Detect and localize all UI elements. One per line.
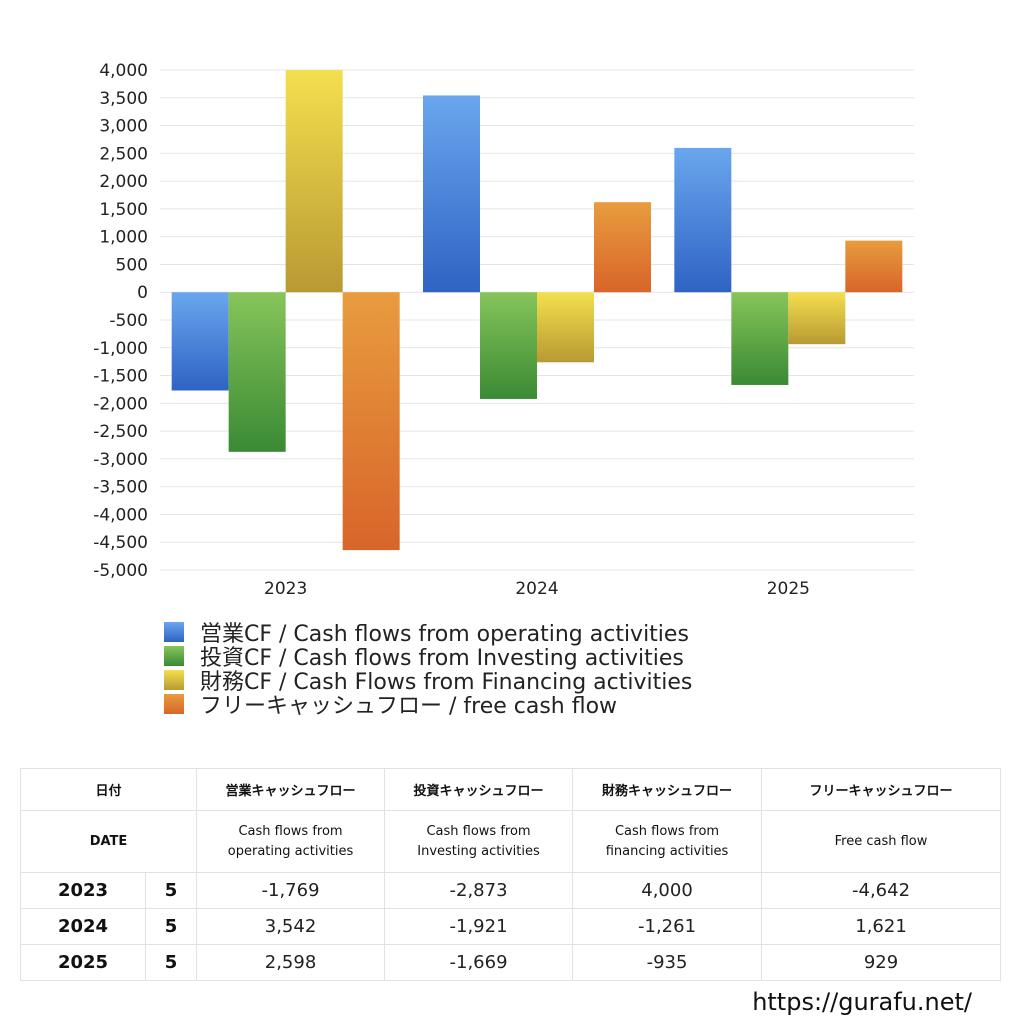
cash-flow-table: 日付 営業キャッシュフロー 投資キャッシュフロー 財務キャッシュフロー フリーキ…: [19, 768, 1002, 981]
y-tick-label: -2,000: [93, 394, 148, 414]
header-investing-en-line1: Cash flows from: [426, 823, 531, 839]
y-tick-label: -500: [109, 311, 148, 331]
x-axis-tick-labels: 2023 2024 2025: [264, 579, 810, 599]
bar-2025-series-2: [788, 292, 846, 345]
table-header-row-jp: 日付 営業キャッシュフロー 投資キャッシュフロー 財務キャッシュフロー フリーキ…: [19, 768, 1002, 811]
row-free: 1,621: [761, 908, 1002, 945]
row-free: -4,642: [761, 872, 1002, 909]
table-row: 2024 5 3,542 -1,921 -1,261 1,621: [20, 908, 1002, 945]
row-financing: -1,261: [572, 908, 763, 945]
x-tick-label: 2025: [767, 579, 810, 599]
legend-swatch-operating: [164, 622, 184, 642]
header-free-en: Free cash flow: [761, 810, 1002, 873]
legend-label-operating: 営業CF / Cash flows from operating activit…: [200, 622, 689, 647]
row-operating: 2,598: [196, 944, 386, 981]
row-financing: -935: [572, 944, 763, 981]
legend-swatch-investing: [164, 646, 184, 666]
legend-label-free: フリーキャッシュフロー / free cash flow: [200, 694, 618, 719]
row-year: 2023: [20, 872, 146, 909]
row-operating: 3,542: [196, 908, 386, 945]
bar-2025-series-0: [674, 147, 732, 293]
legend-item-operating: 営業CF / Cash flows from operating activit…: [164, 620, 692, 647]
y-tick-label: -4,500: [93, 533, 148, 553]
header-financing-jp: 財務キャッシュフロー: [572, 768, 763, 811]
legend-label-investing: 投資CF / Cash flows from Investing activit…: [200, 646, 684, 671]
y-tick-label: -1,500: [93, 367, 148, 387]
legend-swatch-financing: [164, 670, 184, 690]
bar-2025-series-3: [845, 240, 903, 293]
cash-flow-bar-chart: 4,000 3,500 3,000 2,500 2,000 1,500 1,000 500 0 -…: [93, 61, 914, 599]
bar-2024-series-2: [537, 292, 594, 363]
bar-2023-series-1: [228, 292, 286, 452]
bar-2023-series-2: [285, 70, 343, 293]
header-date-en: DATE: [19, 810, 198, 873]
y-tick-label: -3,500: [93, 478, 148, 498]
y-tick-label: 0: [137, 283, 148, 303]
y-tick-label: 3,500: [99, 89, 148, 109]
legend-swatch-free: [164, 694, 184, 714]
header-free-jp: フリーキャッシュフロー: [761, 768, 1002, 811]
y-tick-label: 500: [116, 255, 148, 275]
y-tick-label: 1,500: [99, 200, 148, 220]
header-financing-en-line1: Cash flows from: [614, 823, 720, 839]
bar-2024-series-0: [423, 95, 480, 293]
header-operating-en-line2: operating activities: [227, 843, 354, 859]
header-investing-en: Cash flows from Investing activities: [384, 810, 574, 873]
row-investing: -1,921: [384, 908, 574, 945]
row-investing: -1,669: [384, 944, 574, 981]
header-investing-jp: 投資キャッシュフロー: [384, 768, 574, 811]
header-operating-en: Cash flows from operating activities: [196, 810, 386, 873]
legend-item-investing: 投資CF / Cash flows from Investing activit…: [164, 644, 692, 671]
chart-legend: 営業CF / Cash flows from operating activit…: [164, 620, 692, 719]
bar-2024-series-1: [480, 292, 537, 399]
table-row: 2025 5 2,598 -1,669 -935 929: [20, 944, 1002, 981]
row-operating: -1,769: [196, 872, 386, 909]
y-tick-label: -4,000: [93, 505, 148, 525]
y-tick-label: 2,000: [99, 172, 148, 192]
legend-label-financing: 財務CF / Cash Flows from Financing activit…: [200, 670, 693, 695]
header-date-jp: 日付: [19, 768, 198, 811]
y-tick-label: 1,000: [99, 228, 148, 248]
row-year: 2025: [20, 944, 146, 981]
x-tick-label: 2024: [515, 579, 558, 599]
x-tick-label: 2023: [264, 579, 307, 599]
header-financing-en-line2: financing activities: [605, 843, 729, 859]
site-url[interactable]: https://gurafu.net/: [752, 988, 972, 1016]
legend-item-free: フリーキャッシュフロー / free cash flow: [164, 692, 692, 719]
table-header-row-en: DATE Cash flows from operating activities…: [19, 810, 1002, 873]
row-month: 5: [144, 872, 198, 909]
bar-2023-series-0: [171, 292, 229, 391]
header-investing-en-line2: Investing activities: [417, 843, 540, 859]
legend-item-financing: 財務CF / Cash Flows from Financing activit…: [164, 668, 692, 695]
row-investing: -2,873: [384, 872, 574, 909]
row-free: 929: [761, 944, 1002, 981]
y-tick-label: 2,500: [99, 144, 148, 164]
bar-2025-series-1: [731, 292, 789, 385]
row-month: 5: [144, 944, 198, 981]
table-row: 2023 5 -1,769 -2,873 4,000 -4,642: [20, 872, 1002, 909]
y-tick-label: -1,000: [93, 339, 148, 359]
header-financing-en: Cash flows from financing activities: [572, 810, 763, 873]
y-tick-label: -2,500: [93, 422, 148, 442]
y-tick-label: 4,000: [99, 61, 148, 81]
y-tick-label: -3,000: [93, 450, 148, 470]
bars: [171, 70, 903, 551]
header-operating-en-line1: Cash flows from: [238, 823, 343, 839]
row-financing: 4,000: [572, 872, 763, 909]
bar-2023-series-3: [342, 292, 400, 551]
row-year: 2024: [20, 908, 146, 945]
y-axis-tick-labels: 4,000 3,500 3,000 2,500 2,000 1,500 1,000 500 0 -…: [93, 61, 148, 581]
row-month: 5: [144, 908, 198, 945]
y-tick-label: -5,000: [93, 561, 148, 581]
y-tick-label: 3,000: [99, 117, 148, 137]
bar-2024-series-3: [594, 202, 651, 293]
header-operating-jp: 営業キャッシュフロー: [196, 768, 386, 811]
